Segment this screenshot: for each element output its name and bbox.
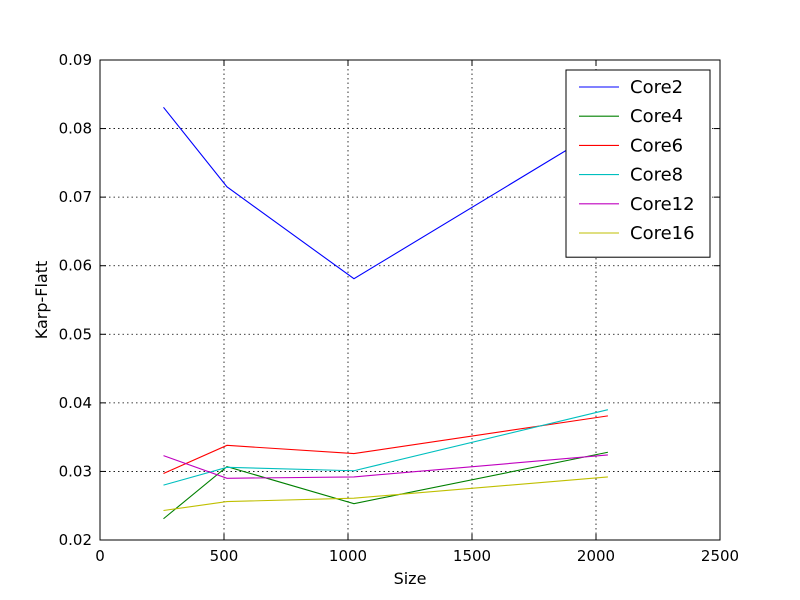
legend-label-core8: Core8 <box>630 165 683 186</box>
series-line-core2 <box>163 106 609 280</box>
y-axis-label: Karp-Flatt <box>32 261 51 340</box>
series-line-core6 <box>163 415 608 474</box>
x-tick-label: 500 <box>210 547 239 565</box>
series-lines <box>163 106 609 520</box>
legend-label-core6: Core6 <box>630 135 683 156</box>
y-tick-label: 0.07 <box>59 188 92 206</box>
x-axis-label: Size <box>394 569 427 588</box>
x-tick-label: 1500 <box>453 547 491 565</box>
y-tick-label: 0.05 <box>59 325 92 343</box>
y-tick-label: 0.06 <box>59 257 92 275</box>
y-tick-label: 0.02 <box>59 531 92 549</box>
plot-frame <box>99 59 721 541</box>
legend-label-core4: Core4 <box>630 106 683 127</box>
y-tick-label: 0.03 <box>59 462 92 480</box>
series-line-core12 <box>163 454 608 479</box>
x-tick-label: 1000 <box>329 547 367 565</box>
legend-box <box>565 69 711 258</box>
series-line-core8 <box>163 409 609 486</box>
y-tick-label: 0.04 <box>59 394 92 412</box>
legend-label-core12: Core12 <box>630 194 695 215</box>
axis-ticks: 0 500 1000 1500 2000 2500 0.02 0.03 0.04 0.05 0.06… <box>59 51 740 565</box>
legend: Core2 Core4 Core6 Core8 Core12 Core16 <box>565 69 711 258</box>
x-tick-label: 2000 <box>577 547 615 565</box>
legend-label-core2: Core2 <box>630 77 683 98</box>
y-tick-label: 0.09 <box>59 51 92 69</box>
x-tick-label: 2500 <box>701 547 739 565</box>
legend-label-core16: Core16 <box>630 223 695 244</box>
series-line-core16 <box>163 476 608 512</box>
x-tick-label: 0 <box>95 547 105 565</box>
series-line-core4 <box>163 451 609 520</box>
y-tick-label: 0.08 <box>59 120 92 138</box>
